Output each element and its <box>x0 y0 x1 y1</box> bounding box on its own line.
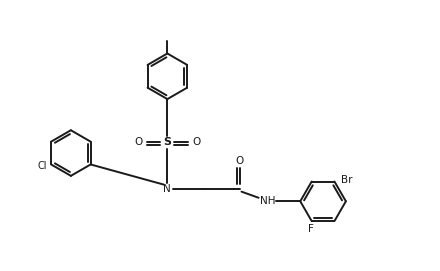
Text: S: S <box>163 137 171 147</box>
Text: NH: NH <box>260 196 276 206</box>
Text: O: O <box>235 156 244 166</box>
Text: Cl: Cl <box>37 161 47 171</box>
Text: O: O <box>192 137 201 147</box>
Text: Br: Br <box>341 175 352 185</box>
Text: O: O <box>134 137 143 147</box>
Text: N: N <box>164 184 171 194</box>
Text: F: F <box>308 224 314 234</box>
